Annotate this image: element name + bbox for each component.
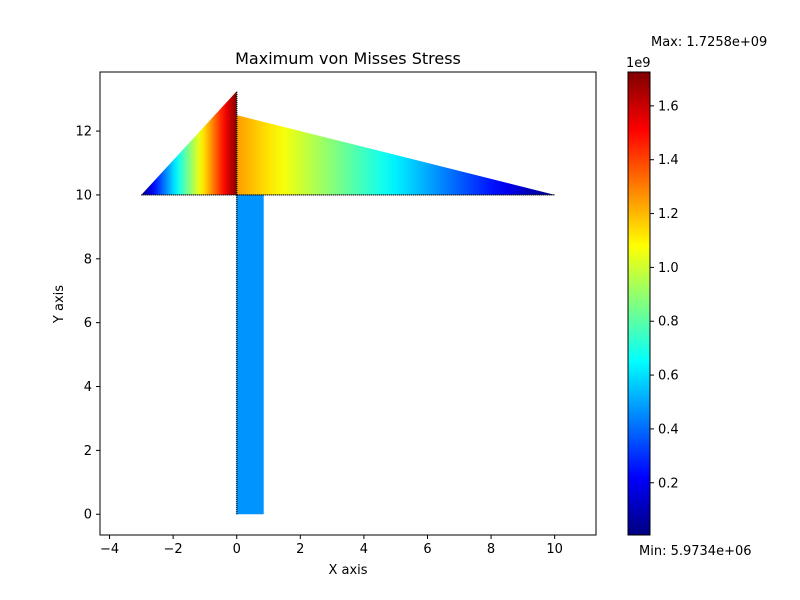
- x-tick-label: 10: [546, 542, 563, 557]
- y-tick-label: 6: [84, 316, 92, 331]
- colorbar-tick-label: 0.6: [658, 369, 679, 384]
- chart-title: Maximum von Misses Stress: [235, 49, 461, 68]
- max-label: Max: 1.7258e+09: [651, 35, 767, 50]
- colorbar-tick-label: 1.0: [658, 261, 679, 276]
- region-left-wedge: [141, 91, 237, 195]
- min-label: Min: 5.9734e+06: [639, 544, 752, 559]
- region-right-wedge: [236, 115, 555, 195]
- colorbar-tick-label: 0.2: [658, 476, 679, 491]
- plot-area: −4 −2 0 2 4 6 8 10 0 2 4 6 8 10 12: [75, 71, 597, 557]
- colorbar-ticks: 0.2 0.4 0.6 0.8 1.0 1.2 1.4 1.6: [650, 99, 679, 491]
- stress-regions: [141, 91, 555, 515]
- x-tick-label: 4: [360, 542, 368, 557]
- colorbar-tick-label: 1.2: [658, 207, 679, 222]
- x-axis-label: X axis: [328, 563, 367, 578]
- colorbar-tick-label: 0.4: [658, 422, 679, 437]
- colorbar-gradient: [627, 71, 651, 536]
- colorbar-tick-label: 0.8: [658, 315, 679, 330]
- x-axis-ticks: −4 −2 0 2 4 6 8 10: [100, 535, 563, 557]
- y-axis-label: Y axis: [52, 285, 67, 324]
- x-tick-label: −4: [100, 542, 119, 557]
- y-axis-ticks: 0 2 4 6 8 10 12: [75, 125, 100, 523]
- y-tick-label: 0: [84, 508, 92, 523]
- y-tick-label: 8: [84, 252, 92, 267]
- y-tick-label: 12: [75, 125, 92, 140]
- colorbar-tick-label: 1.6: [658, 99, 679, 114]
- colorbar-tick-label: 1.4: [658, 153, 679, 168]
- axes-frame: [99, 71, 597, 536]
- x-tick-label: −2: [164, 542, 183, 557]
- colorbar-offset-label: 1e9: [626, 56, 651, 71]
- x-tick-label: 6: [423, 542, 431, 557]
- x-tick-label: 2: [296, 542, 304, 557]
- x-tick-label: 8: [487, 542, 495, 557]
- region-column: [236, 194, 264, 515]
- x-tick-label: 0: [233, 542, 241, 557]
- mesh-edges: [141, 91, 555, 515]
- y-tick-label: 4: [84, 380, 92, 395]
- colorbar: 0.2 0.4 0.6 0.8 1.0 1.2 1.4 1.6 1e9: [626, 56, 679, 536]
- y-tick-label: 10: [75, 188, 92, 203]
- y-tick-label: 2: [84, 444, 92, 459]
